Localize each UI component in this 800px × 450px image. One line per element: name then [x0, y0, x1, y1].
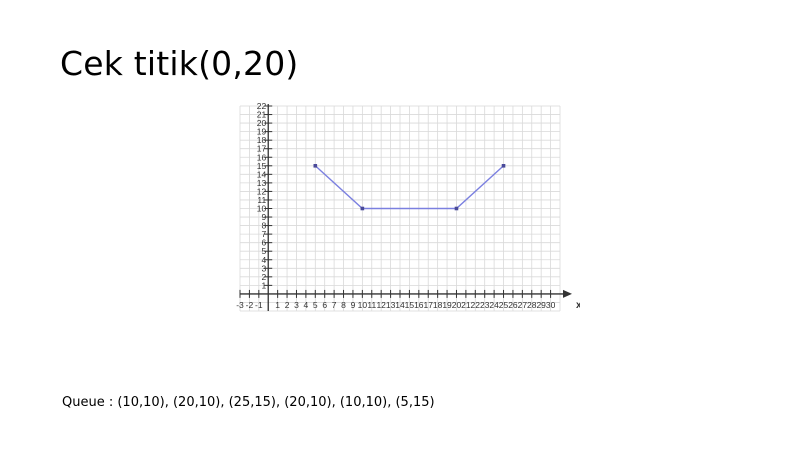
y-tick-label: 1	[262, 280, 267, 290]
x-tick-label: -3	[236, 300, 244, 310]
chart-axes	[239, 104, 572, 311]
x-tick-label: 2	[285, 300, 290, 310]
y-tick-label: 10	[257, 204, 267, 214]
chart: -3 -2 -1 1 2 3 4 5 6 7 8 9 10 11 12 13 14 15 16 17 18 19 20 21 2…	[236, 101, 580, 312]
x-tick-label: 23	[480, 300, 490, 310]
x-tick-label: 16	[414, 300, 424, 310]
data-point	[360, 206, 365, 211]
y-tick-label: 19	[257, 127, 267, 137]
y-tick-label: 16	[257, 152, 267, 162]
y-tick-label: 13	[257, 178, 267, 188]
data-point	[454, 206, 459, 211]
x-tick-label: 30	[546, 300, 556, 310]
x-tick-label: 9	[351, 300, 356, 310]
x-tick-label: 7	[332, 300, 337, 310]
y-tick-label: 21	[257, 110, 267, 120]
x-tick-label: 3	[294, 300, 299, 310]
y-tick-label: 17	[257, 144, 267, 154]
x-tick-label: 18	[433, 300, 443, 310]
x-tick-label: 13	[386, 300, 396, 310]
y-tick-label: 11	[257, 195, 266, 205]
x-tick-label: 4	[304, 300, 309, 310]
x-tick-label: 26	[508, 300, 518, 310]
chart-series	[313, 163, 506, 211]
data-point	[313, 163, 318, 168]
y-tick-label: 12	[257, 186, 267, 196]
y-tick-label: 6	[262, 238, 267, 248]
x-tick-label: 28	[527, 300, 537, 310]
y-tick-label: 15	[257, 161, 267, 171]
x-tick-label: 29	[536, 300, 546, 310]
y-tick-label: 2	[262, 272, 267, 282]
x-tick-label: 21	[461, 300, 471, 310]
x-tick-label: 6	[322, 300, 327, 310]
x-tick-label: 22	[471, 300, 481, 310]
x-tick-label: 20	[452, 300, 462, 310]
x-tick-label: 24	[489, 300, 499, 310]
x-tick-label: -1	[255, 300, 263, 310]
y-tick-label: 18	[257, 135, 267, 145]
data-point	[501, 163, 506, 168]
x-tick-label: 11	[367, 300, 376, 310]
x-axis-label: x	[576, 300, 580, 311]
x-tick-label: 1	[275, 300, 280, 310]
y-tick-label: 5	[262, 246, 267, 256]
x-tick-label: 17	[424, 300, 434, 310]
x-tick-label: 8	[341, 300, 346, 310]
x-axis-arrow	[563, 289, 572, 298]
x-tick-label: 15	[405, 300, 415, 310]
y-tick-label: 14	[257, 169, 267, 179]
x-tick-label: 25	[499, 300, 509, 310]
y-tick-label: 7	[262, 229, 267, 239]
y-tick-label: 3	[262, 263, 267, 273]
y-tick-label: 4	[262, 255, 267, 265]
series-line	[314, 165, 504, 210]
chart-tick-labels: -3 -2 -1 1 2 3 4 5 6 7 8 9 10 11 12 13 14 15 16 17 18 19 20 21 2…	[236, 101, 555, 310]
x-tick-label: -2	[246, 300, 254, 310]
x-tick-label: 10	[358, 300, 368, 310]
queue-text: Queue : (10,10), (20,10), (25,15), (20,1…	[62, 395, 435, 410]
x-tick-label: 19	[442, 300, 452, 310]
y-tick-label: 22	[257, 101, 267, 111]
y-tick-label: 8	[262, 221, 267, 231]
y-tick-label: 20	[257, 118, 267, 128]
slide-title: Cek titik(0,20)	[60, 44, 299, 83]
x-tick-label: 27	[518, 300, 528, 310]
x-tick-label: 12	[376, 300, 386, 310]
x-tick-label: 5	[313, 300, 318, 310]
y-tick-label: 9	[262, 212, 267, 222]
x-tick-label: 14	[395, 300, 405, 310]
